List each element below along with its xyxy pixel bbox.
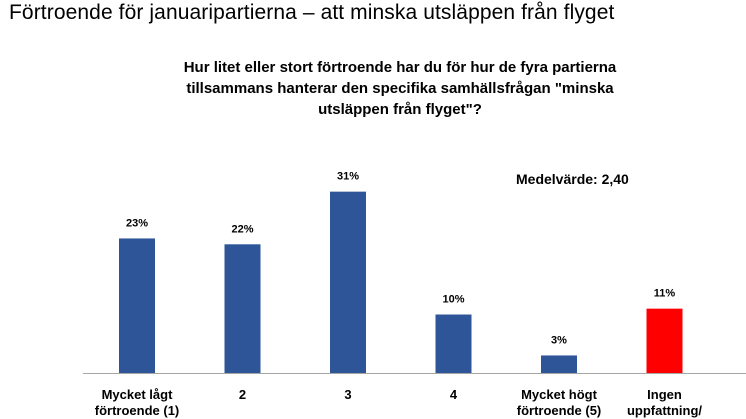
bar-4 xyxy=(435,314,472,373)
category-label-6-line-1: Ingen xyxy=(647,387,682,402)
page-title: Förtroende för januaripartierna – att mi… xyxy=(9,1,615,24)
bar-1 xyxy=(119,238,155,373)
category-label-3: 3 xyxy=(344,387,351,402)
value-label-3: 31% xyxy=(337,171,359,183)
category-label-5-line-1: Mycket högt xyxy=(521,387,598,402)
category-label-2: 2 xyxy=(239,387,246,402)
mean-value-annotation: Medelvärde: 2,40 xyxy=(516,171,629,187)
value-label-6: 11% xyxy=(654,288,676,300)
value-label-2: 22% xyxy=(231,223,253,235)
category-label-5-line-2: förtroende (5) xyxy=(517,403,602,418)
category-label-4: 4 xyxy=(450,387,458,402)
category-label-1-line-1: Mycket lågt xyxy=(102,387,173,402)
chart-question: Hur litet eller stort förtroende har du … xyxy=(183,59,617,118)
category-label-1-line-2: förtroende (1) xyxy=(95,403,180,418)
bar-5 xyxy=(541,355,577,373)
value-label-5: 3% xyxy=(551,334,567,346)
value-label-4: 10% xyxy=(442,294,464,306)
category-label-6-line-2: uppfattning/ xyxy=(627,403,702,418)
bar-3 xyxy=(330,191,366,373)
bar-6 xyxy=(646,308,683,373)
bar-2 xyxy=(224,244,261,373)
value-label-1: 23% xyxy=(126,217,148,229)
